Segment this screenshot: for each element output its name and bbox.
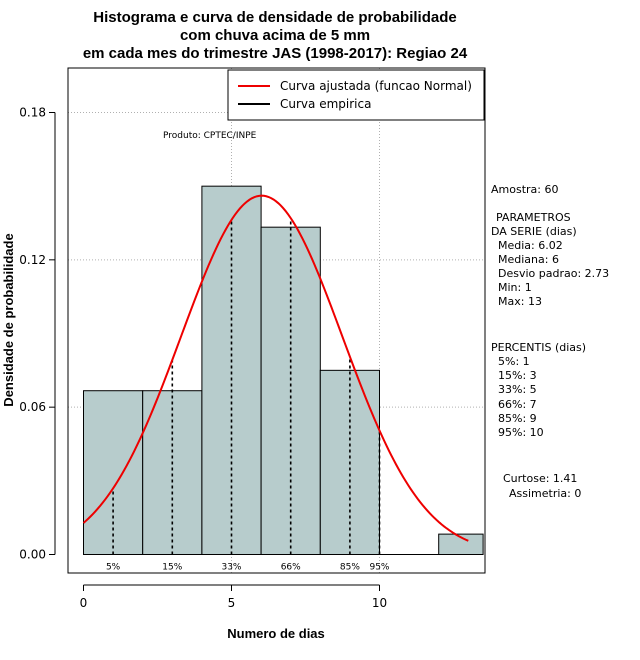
legend-label-fitted: Curva ajustada (funcao Normal) xyxy=(280,79,472,93)
percentile-label-0: 5% xyxy=(106,563,121,573)
fitted-curve xyxy=(82,194,469,542)
percentile-markers: 5% 15% 33% 66% 85% 95% xyxy=(106,218,390,573)
x-tick-label-1: 5 xyxy=(228,596,236,610)
legend-label-empirical: Curva empirica xyxy=(280,97,371,111)
credit-text: Produto: CPTEC/INPE xyxy=(163,131,257,141)
stat-max: Max: 13 xyxy=(498,295,542,308)
legend: Curva ajustada (funcao Normal) Curva emp… xyxy=(227,69,485,121)
percentile-label-3: 66% xyxy=(281,563,301,573)
chart-title-line-1: Histograma e curva de densidade de proba… xyxy=(93,9,456,26)
legend-box xyxy=(227,69,485,121)
stat-sample: Amostra: 60 xyxy=(491,183,558,196)
stat-p95: 95%: 10 xyxy=(498,426,544,439)
stat-min: Min: 1 xyxy=(498,281,532,294)
x-tick-label-0: 0 xyxy=(80,596,88,610)
stat-p5: 5%: 1 xyxy=(498,355,530,368)
stat-p15: 15%: 3 xyxy=(498,369,537,382)
stat-params-subheader: DA SERIE (dias) xyxy=(491,225,577,238)
stat-mean: Media: 6.02 xyxy=(498,239,563,252)
stat-sd: Desvio padrao: 2.73 xyxy=(498,267,609,280)
fitted-normal-curve xyxy=(82,194,469,542)
y-axis-title: Densidade de probabilidade xyxy=(1,233,16,406)
stat-p33: 33%: 5 xyxy=(498,383,537,396)
percentile-label-4: 85% xyxy=(340,563,360,573)
percentile-label-2: 33% xyxy=(221,563,241,573)
stat-skewness: Assimetria: 0 xyxy=(509,487,581,500)
chart-title-line-3: em cada mes do trimestre JAS (1998-2017)… xyxy=(83,45,468,62)
stat-median: Mediana: 6 xyxy=(498,253,559,266)
x-tick-label-2: 10 xyxy=(372,596,387,610)
percentile-label-1: 15% xyxy=(162,563,182,573)
axes: 0 5 10 0.00 0.06 0.12 0.18 xyxy=(19,106,387,611)
y-tick-label-3: 0.18 xyxy=(19,106,46,120)
stat-params-header: PARAMETROS xyxy=(496,211,571,224)
stat-p85: 85%: 9 xyxy=(498,412,537,425)
chart-title-line-2: com chuva acima de 5 mm xyxy=(180,27,370,44)
stat-percentiles-header: PERCENTIS (dias) xyxy=(491,341,586,354)
stat-kurtosis: Curtose: 1.41 xyxy=(503,472,577,485)
x-axis-title: Numero de dias xyxy=(227,626,325,641)
stat-p66: 66%: 7 xyxy=(498,398,537,411)
y-tick-label-2: 0.12 xyxy=(19,253,46,267)
stats-panel: Amostra: 60 PARAMETROS DA SERIE (dias) M… xyxy=(491,183,609,500)
y-tick-label-1: 0.06 xyxy=(19,400,46,414)
percentile-label-5: 95% xyxy=(369,563,389,573)
plot-frame xyxy=(67,67,486,574)
histogram-bar-6 xyxy=(438,533,484,556)
y-tick-label-0: 0.00 xyxy=(19,548,46,562)
